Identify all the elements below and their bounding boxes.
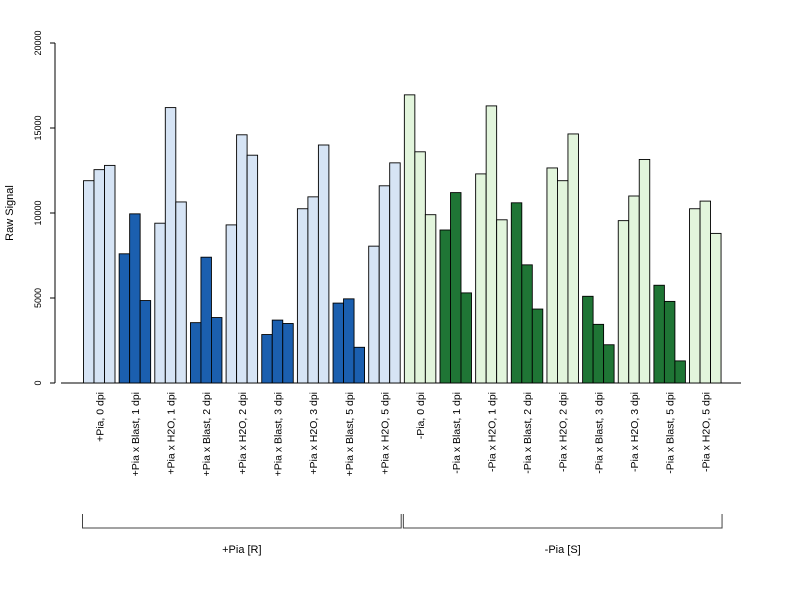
bar <box>83 180 95 384</box>
x-tick-label: -Pia x H2O, 1 dpi <box>486 392 498 472</box>
x-tick-label: +Pia x Blast, 5 dpi <box>344 392 356 476</box>
bar <box>236 134 248 384</box>
x-tick-label: -Pia x Blast, 3 dpi <box>593 392 605 474</box>
bar <box>93 169 105 384</box>
group-bracket <box>402 514 723 529</box>
bar <box>699 200 711 384</box>
y-axis-label: Raw Signal <box>4 185 16 241</box>
bar <box>439 229 451 384</box>
bar <box>414 151 426 384</box>
bar <box>689 208 701 384</box>
y-tick-label: 5000 <box>33 288 43 308</box>
bar <box>496 219 508 384</box>
y-tick-label: 20000 <box>33 30 43 55</box>
x-tick-label: +Pia x Blast, 1 dpi <box>130 392 142 476</box>
bar <box>475 173 487 384</box>
bar <box>389 162 401 384</box>
y-tick-label: 0 <box>33 380 43 385</box>
bar <box>246 154 259 384</box>
bar <box>175 201 187 384</box>
bar <box>531 308 544 384</box>
bar <box>210 317 223 384</box>
bar <box>638 158 651 384</box>
x-tick-label: -Pia x H2O, 3 dpi <box>629 392 641 472</box>
x-tick-label: +Pia x H2O, 3 dpi <box>308 392 320 475</box>
bar <box>603 344 615 384</box>
bar <box>104 164 116 384</box>
bar <box>296 208 309 384</box>
bar <box>424 214 437 384</box>
x-tick-labels: +Pia, 0 dpi +Pia x Blast, 1 dpi +Pia x H2O… <box>94 392 712 476</box>
bar <box>485 105 498 384</box>
bar <box>460 292 472 384</box>
bar <box>189 322 202 384</box>
bar <box>225 224 238 384</box>
bar <box>317 144 330 384</box>
x-tick-label: -Pia x Blast, 1 dpi <box>451 392 463 474</box>
group-bracket <box>82 514 402 529</box>
bars-layer <box>83 94 722 384</box>
y-tick-label: 10000 <box>33 200 43 225</box>
x-tick-label: -Pia, 0 dpi <box>415 392 427 439</box>
bar <box>332 302 344 384</box>
group-label: +Pia [R] <box>222 544 261 556</box>
x-tick-label: +Pia x Blast, 3 dpi <box>273 392 285 476</box>
bar <box>674 360 686 384</box>
bar <box>164 107 177 384</box>
bar <box>510 202 523 384</box>
x-tick-label: +Pia x Blast, 2 dpi <box>201 392 213 476</box>
bar <box>282 323 294 384</box>
y-tick-label: 15000 <box>33 115 43 140</box>
bar <box>378 185 391 384</box>
x-tick-label: +Pia x H2O, 1 dpi <box>166 392 178 475</box>
x-tick-label: -Pia x Blast, 2 dpi <box>522 392 534 474</box>
x-tick-label: +Pia x H2O, 2 dpi <box>237 392 249 475</box>
bar <box>261 334 273 384</box>
y-axis: 0 5000 10000 15000 20000 <box>33 30 56 386</box>
bar <box>617 220 630 384</box>
bar <box>118 253 131 384</box>
bar <box>710 232 722 384</box>
x-tick-label: -Pia x Blast, 5 dpi <box>665 392 677 474</box>
x-tick-label: +Pia x H2O, 5 dpi <box>379 392 391 475</box>
bar <box>139 300 152 384</box>
bar <box>628 195 640 384</box>
bar <box>368 245 380 384</box>
bar <box>154 222 166 384</box>
group-label: -Pia [S] <box>545 544 581 556</box>
bar <box>129 213 141 384</box>
bar <box>307 196 319 384</box>
bar <box>403 94 416 384</box>
bar <box>343 298 355 384</box>
bar <box>557 180 569 384</box>
x-tick-label: -Pia x H2O, 2 dpi <box>558 392 570 472</box>
bar <box>200 256 212 384</box>
bar <box>582 295 594 384</box>
bar <box>592 323 605 384</box>
bar <box>353 346 365 384</box>
bar <box>450 192 462 384</box>
x-tick-label: -Pia x H2O, 5 dpi <box>700 392 712 472</box>
bar <box>663 300 676 384</box>
bar <box>546 167 558 384</box>
bar <box>521 264 533 384</box>
bar <box>271 319 284 384</box>
group-brackets: +Pia [R] -Pia [S] <box>82 514 723 556</box>
bar <box>567 133 579 384</box>
x-tick-label: +Pia, 0 dpi <box>94 392 106 442</box>
bar <box>653 284 665 384</box>
